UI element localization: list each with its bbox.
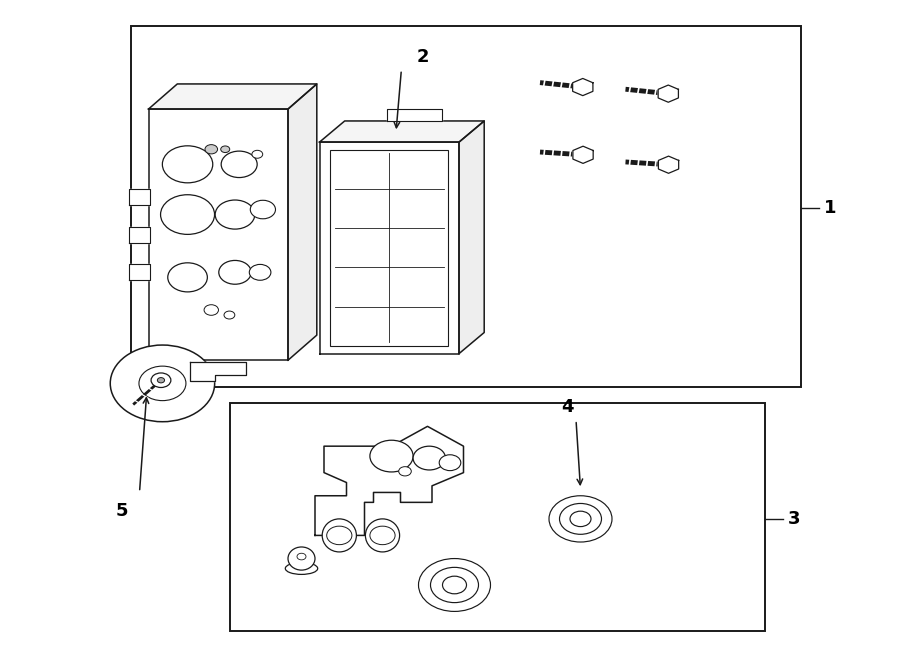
- Bar: [230, 403, 765, 631]
- Ellipse shape: [285, 563, 318, 574]
- Polygon shape: [148, 84, 317, 109]
- Circle shape: [370, 440, 413, 472]
- Text: 2: 2: [417, 48, 429, 66]
- Circle shape: [250, 200, 275, 219]
- Circle shape: [204, 305, 219, 315]
- Polygon shape: [129, 189, 150, 205]
- Circle shape: [110, 345, 214, 422]
- Text: 5: 5: [115, 502, 128, 520]
- Polygon shape: [320, 121, 484, 142]
- Circle shape: [220, 146, 230, 153]
- Circle shape: [151, 373, 171, 387]
- Polygon shape: [191, 362, 247, 381]
- Circle shape: [252, 150, 263, 158]
- Polygon shape: [320, 142, 459, 354]
- Circle shape: [549, 496, 612, 542]
- Circle shape: [205, 145, 218, 154]
- Text: 3: 3: [788, 510, 800, 528]
- Circle shape: [162, 146, 212, 183]
- Polygon shape: [459, 121, 484, 354]
- Circle shape: [215, 200, 255, 229]
- Polygon shape: [573, 146, 593, 163]
- Text: 4: 4: [561, 399, 573, 416]
- Ellipse shape: [288, 547, 315, 570]
- Circle shape: [167, 263, 207, 292]
- Circle shape: [439, 455, 461, 471]
- Circle shape: [327, 526, 352, 545]
- Polygon shape: [315, 426, 464, 535]
- Circle shape: [221, 151, 257, 178]
- Circle shape: [443, 576, 466, 594]
- Polygon shape: [129, 227, 150, 243]
- Circle shape: [158, 377, 165, 383]
- Text: 1: 1: [824, 199, 836, 217]
- Circle shape: [370, 526, 395, 545]
- Polygon shape: [387, 109, 442, 121]
- Circle shape: [570, 511, 591, 527]
- Polygon shape: [148, 109, 288, 360]
- Polygon shape: [658, 85, 679, 102]
- Circle shape: [219, 260, 251, 284]
- Polygon shape: [659, 156, 679, 173]
- Ellipse shape: [322, 519, 356, 552]
- Circle shape: [399, 467, 411, 476]
- Circle shape: [430, 567, 479, 603]
- Bar: [130, 26, 801, 387]
- Circle shape: [297, 553, 306, 560]
- Circle shape: [560, 504, 601, 534]
- Ellipse shape: [365, 519, 400, 552]
- Polygon shape: [129, 264, 150, 280]
- Circle shape: [139, 366, 186, 401]
- Circle shape: [249, 264, 271, 280]
- Circle shape: [413, 446, 446, 470]
- Circle shape: [160, 195, 214, 235]
- Bar: [330, 150, 448, 346]
- Circle shape: [224, 311, 235, 319]
- Circle shape: [418, 559, 490, 611]
- Polygon shape: [572, 79, 593, 96]
- Polygon shape: [288, 84, 317, 360]
